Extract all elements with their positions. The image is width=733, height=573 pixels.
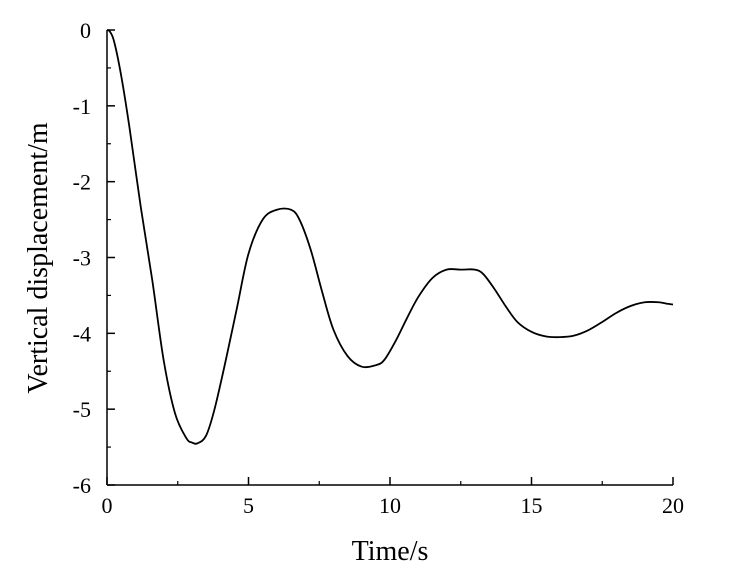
y-axis-title: Vertical displacement/m	[23, 122, 54, 394]
y-tick-label: -5	[73, 397, 91, 422]
x-tick-label: 0	[102, 493, 113, 518]
x-tick-label: 15	[521, 493, 543, 518]
x-tick-label: 10	[379, 493, 401, 518]
x-tick-label: 5	[243, 493, 254, 518]
displacement-curve	[106, 29, 674, 445]
plot-area: 0 5 10 15 20 0 -1 -2 -3 -4 -5 -6	[73, 18, 684, 518]
y-tick-label: 0	[80, 18, 91, 43]
y-ticks: 0 -1 -2 -3 -4 -5 -6	[73, 18, 115, 498]
y-tick-label: -4	[73, 321, 91, 346]
x-tick-label: 20	[662, 493, 684, 518]
x-axis-title: Time/s	[352, 536, 429, 567]
y-tick-label: -3	[73, 246, 91, 271]
x-ticks: 0 5 10 15 20	[102, 477, 684, 518]
y-tick-label: -1	[73, 94, 91, 119]
y-tick-label: -2	[73, 170, 91, 195]
y-tick-label: -6	[73, 473, 91, 498]
